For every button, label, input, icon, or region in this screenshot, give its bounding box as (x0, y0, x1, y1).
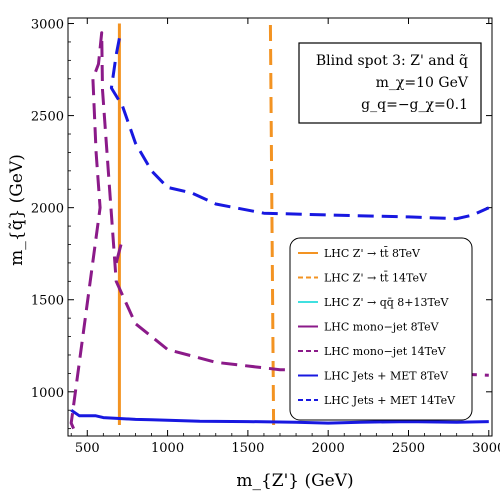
legend-label-2: LHC Z' → tt̄ 14TeV (324, 271, 428, 284)
legend-label-6: LHC Jets + MET 8TeV (324, 370, 449, 383)
info-box-line3: g_q=−g_χ=0.1 (361, 97, 468, 113)
y-tick-label: 1500 (31, 294, 64, 309)
x-tick-label: 500 (75, 441, 100, 456)
series-line-6 (70, 408, 489, 425)
y-tick-label: 2000 (31, 202, 64, 217)
series-line-4 (114, 244, 123, 264)
info-box-line1: Blind spot 3: Z' and q̃ (316, 53, 468, 69)
legend-label-4: LHC mono−jet 8TeV (324, 321, 440, 334)
x-tick-label: 2500 (392, 441, 425, 456)
legend-frame (289, 237, 473, 421)
axis-ticks: 500 1000 1500 2000 2500 3000 1000 1500 2000 2500 3… (31, 18, 500, 456)
x-tick-label: 2000 (312, 441, 345, 456)
series-line-7 (109, 38, 490, 221)
legend-label-1: LHC Z' → tt̄ 8TeV (324, 247, 421, 260)
legend: LHC Z' → tt̄ 8TeV LHC Z' → tt̄ 14TeV LHC Z… (289, 237, 473, 421)
info-box-frame (298, 42, 482, 124)
y-axis-title: m_{q̃} (GeV) (7, 154, 27, 266)
info-box-line2: m_χ=10 GeV (376, 75, 469, 91)
x-axis-title: m_{Z'} (GeV) (236, 471, 353, 491)
legend-label-7: LHC Jets + MET 14TeV (324, 394, 456, 407)
x-tick-label: 1500 (231, 441, 264, 456)
x-tick-label: 1000 (151, 441, 184, 456)
series-line-2 (268, 23, 276, 426)
y-tick-label: 2500 (31, 110, 64, 125)
y-tick-label: 3000 (31, 18, 64, 33)
x-tick-label: 3000 (472, 441, 500, 456)
legend-label-5: LHC mono−jet 14TeV (324, 345, 447, 358)
y-tick-label: 1000 (31, 386, 64, 401)
info-box: Blind spot 3: Z' and q̃ m_χ=10 GeV g_q=−… (298, 42, 482, 124)
legend-label-3: LHC Z' → qq̄ 8+13TeV (324, 296, 449, 309)
